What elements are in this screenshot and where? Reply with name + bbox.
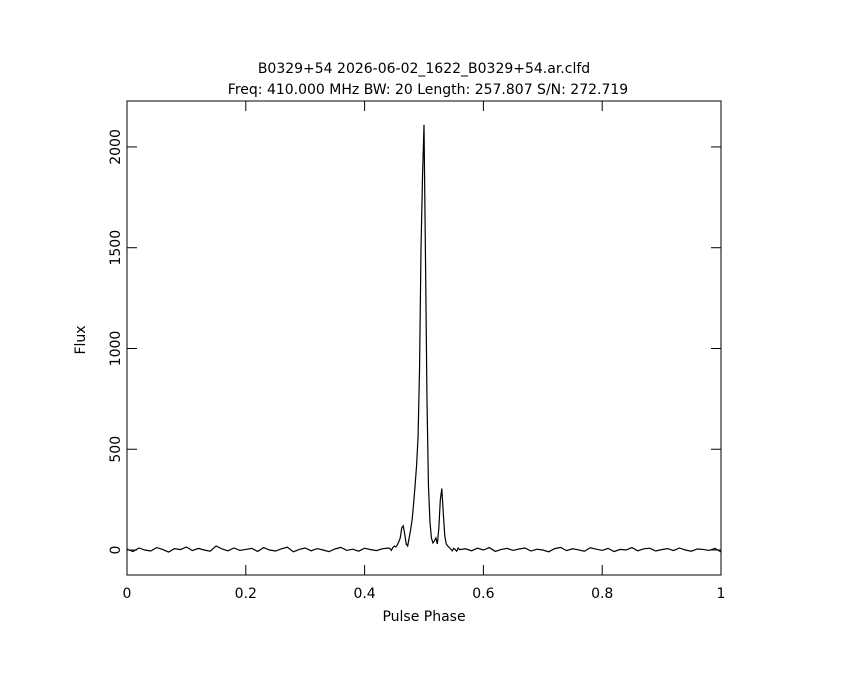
plot-frame (126, 100, 722, 576)
x-tick-label: 0.6 (472, 586, 494, 602)
y-tick-label: 2000 (108, 129, 124, 165)
profile-line (126, 124, 722, 553)
y-axis-label: Flux (73, 325, 89, 354)
y-tick-label: 1500 (108, 230, 124, 266)
x-tick-label: 0 (123, 586, 132, 602)
chart-subtitle: Freq: 410.000 MHz BW: 20 Length: 257.807… (228, 82, 628, 98)
x-tick-label: 0.2 (235, 586, 257, 602)
x-tick-label: 0.8 (591, 586, 613, 602)
x-axis-label: Pulse Phase (382, 609, 465, 625)
chart-title: B0329+54 2026-06-02_1622_B0329+54.ar.clf… (258, 61, 590, 77)
y-tick-label: 500 (108, 436, 124, 463)
x-tick-label: 1 (717, 586, 726, 602)
y-tick-label: 1000 (108, 331, 124, 367)
x-tick-label: 0.4 (353, 586, 375, 602)
y-tick-label: 0 (108, 546, 124, 555)
